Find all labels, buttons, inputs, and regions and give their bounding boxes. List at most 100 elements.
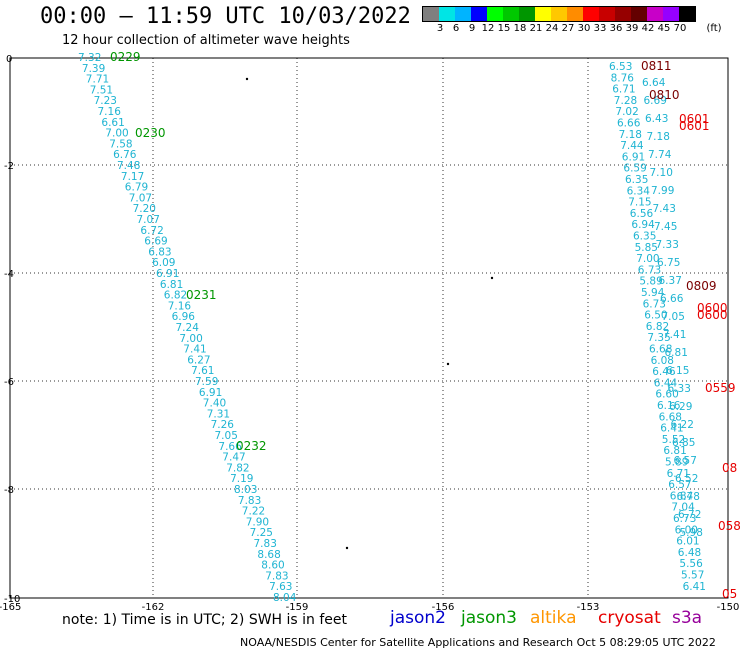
swh-value-label: 6.82 bbox=[646, 321, 669, 333]
swh-value-label: 6.59 bbox=[623, 163, 646, 175]
legend-tick-label: 15 bbox=[497, 23, 511, 34]
swh-value-label: 7.02 bbox=[615, 106, 638, 118]
legend-tick-label: 18 bbox=[513, 23, 527, 34]
pass-time-label: 0559 bbox=[705, 381, 736, 395]
pass-time-label: 0810 bbox=[649, 88, 680, 102]
swh-value-label: 6.71 bbox=[667, 468, 690, 480]
swh-value-label: 6.50 bbox=[644, 310, 667, 322]
legend-swatch bbox=[503, 7, 519, 21]
swh-value-label: 7.74 bbox=[648, 149, 672, 161]
island-dot bbox=[446, 362, 450, 366]
swh-value-label: 5.89 bbox=[639, 276, 662, 288]
swh-value-label: 7.25 bbox=[250, 527, 273, 539]
swh-value-label: 6.15 bbox=[666, 365, 689, 377]
swh-value-label: 6.53 bbox=[609, 61, 632, 73]
legend-tick-label: 9 bbox=[468, 23, 476, 34]
swh-value-label: 7.18 bbox=[619, 129, 642, 141]
swh-value-label: 7.33 bbox=[656, 239, 679, 251]
satellite-label-cryosat: cryosat bbox=[598, 608, 661, 628]
swh-value-label: 7.99 bbox=[651, 185, 674, 197]
pass-time-label: 0811 bbox=[641, 59, 672, 73]
legend-tick-label: 30 bbox=[577, 23, 591, 34]
swh-value-label: 6.01 bbox=[676, 536, 699, 548]
swh-value-label: 8.68 bbox=[257, 549, 280, 561]
satellite-label-s3a: s3a bbox=[672, 608, 703, 628]
swh-value-label: 5.94 bbox=[641, 287, 665, 299]
map-title: 00:00 — 11:59 UTC 10/03/2022 bbox=[40, 4, 411, 29]
swh-value-label: 8.04 bbox=[273, 592, 297, 604]
pass-time-label: 0600 bbox=[697, 308, 728, 322]
pass-time-label: 0229 bbox=[110, 50, 141, 64]
swh-value-label: 7.24 bbox=[176, 322, 200, 334]
legend-swatch bbox=[679, 7, 695, 21]
swh-value-label: 7.47 bbox=[222, 452, 245, 464]
swh-value-label: 7.19 bbox=[230, 473, 253, 485]
swh-value-label: 7.00 bbox=[105, 128, 128, 140]
swh-value-label: 7.32 bbox=[78, 52, 101, 64]
swh-value-label: 7.41 bbox=[663, 329, 686, 341]
swh-value-label: 7.44 bbox=[620, 140, 644, 152]
swh-value-label: 7.83 bbox=[238, 495, 261, 507]
swh-value-label: 7.15 bbox=[628, 197, 651, 209]
swh-value-label: 7.41 bbox=[183, 344, 206, 356]
swh-value-label: 7.00 bbox=[179, 333, 202, 345]
legend-swatch bbox=[455, 7, 471, 21]
swh-value-label: 6.75 bbox=[657, 257, 680, 269]
swh-value-label: 6.29 bbox=[669, 401, 692, 413]
legend-swatch bbox=[583, 7, 599, 21]
swh-value-label: 7.04 bbox=[671, 502, 695, 514]
swh-value-label: 6.57 bbox=[668, 479, 691, 491]
swh-value-label: 6.48 bbox=[678, 547, 701, 559]
y-tick-label: -4 bbox=[4, 269, 14, 280]
swh-value-label: 7.10 bbox=[650, 167, 673, 179]
swh-value-label: 7.00 bbox=[636, 253, 659, 265]
swh-value-label: 7.90 bbox=[246, 516, 269, 528]
swh-value-label: 5.98 bbox=[680, 527, 703, 539]
pass-time-label: 0601 bbox=[679, 119, 710, 133]
y-tick-label: -6 bbox=[4, 377, 14, 388]
satellite-label-altika: altika bbox=[530, 608, 577, 628]
swh-value-label: 7.83 bbox=[265, 570, 288, 582]
legend-tick-label: 6 bbox=[452, 23, 460, 34]
swh-value-label: 6.08 bbox=[651, 355, 674, 367]
swh-value-label: 7.26 bbox=[211, 419, 235, 431]
x-tick-label: -165 bbox=[0, 602, 21, 613]
swh-value-label: 7.61 bbox=[191, 365, 214, 377]
pass-time-label: 05 bbox=[722, 587, 737, 601]
swh-value-label: 6.96 bbox=[172, 311, 196, 323]
legend-tick-label: 24 bbox=[545, 23, 559, 34]
swh-value-label: 7.23 bbox=[94, 95, 117, 107]
legend-tick-label: 12 bbox=[481, 23, 495, 34]
swh-value-label: 6.35 bbox=[625, 174, 648, 186]
swh-value-label: 6.72 bbox=[140, 225, 163, 237]
x-tick-label: -150 bbox=[717, 602, 740, 613]
swh-value-label: 7.05 bbox=[662, 311, 685, 323]
pass-time-label: 0601 bbox=[679, 112, 710, 126]
swh-value-label: 7.07 bbox=[137, 214, 160, 226]
swh-value-label: 6.16 bbox=[657, 400, 681, 412]
x-tick-label: -153 bbox=[577, 602, 600, 613]
swh-value-label: 7.20 bbox=[133, 203, 156, 215]
swh-value-label: 6.91 bbox=[622, 151, 645, 163]
swh-value-label: 6.91 bbox=[156, 268, 179, 280]
swh-value-label: 6.79 bbox=[125, 182, 148, 194]
swh-value-label: 6.69 bbox=[144, 236, 167, 248]
swh-value-label: 6.76 bbox=[113, 149, 137, 161]
pass-time-label: 058 bbox=[718, 519, 740, 533]
legend-color-bar bbox=[422, 6, 696, 22]
y-tick-label: -10 bbox=[4, 594, 20, 605]
swh-value-label: 6.81 bbox=[665, 347, 688, 359]
legend-tick-label: 27 bbox=[561, 23, 575, 34]
swh-value-label: 6.00 bbox=[675, 524, 698, 536]
island-dot bbox=[490, 276, 494, 280]
swh-value-label: 6.52 bbox=[675, 473, 698, 485]
swh-value-label: 7.58 bbox=[109, 138, 132, 150]
swh-value-label: 7.35 bbox=[647, 332, 670, 344]
swh-value-label: 8.03 bbox=[234, 484, 257, 496]
swh-value-label: 5.85 bbox=[635, 242, 658, 254]
swh-value-label: 7.17 bbox=[121, 171, 144, 183]
swh-value-label: 7.18 bbox=[647, 131, 670, 143]
swh-value-label: 6.57 bbox=[674, 455, 697, 467]
swh-value-label: 6.35 bbox=[633, 231, 656, 243]
